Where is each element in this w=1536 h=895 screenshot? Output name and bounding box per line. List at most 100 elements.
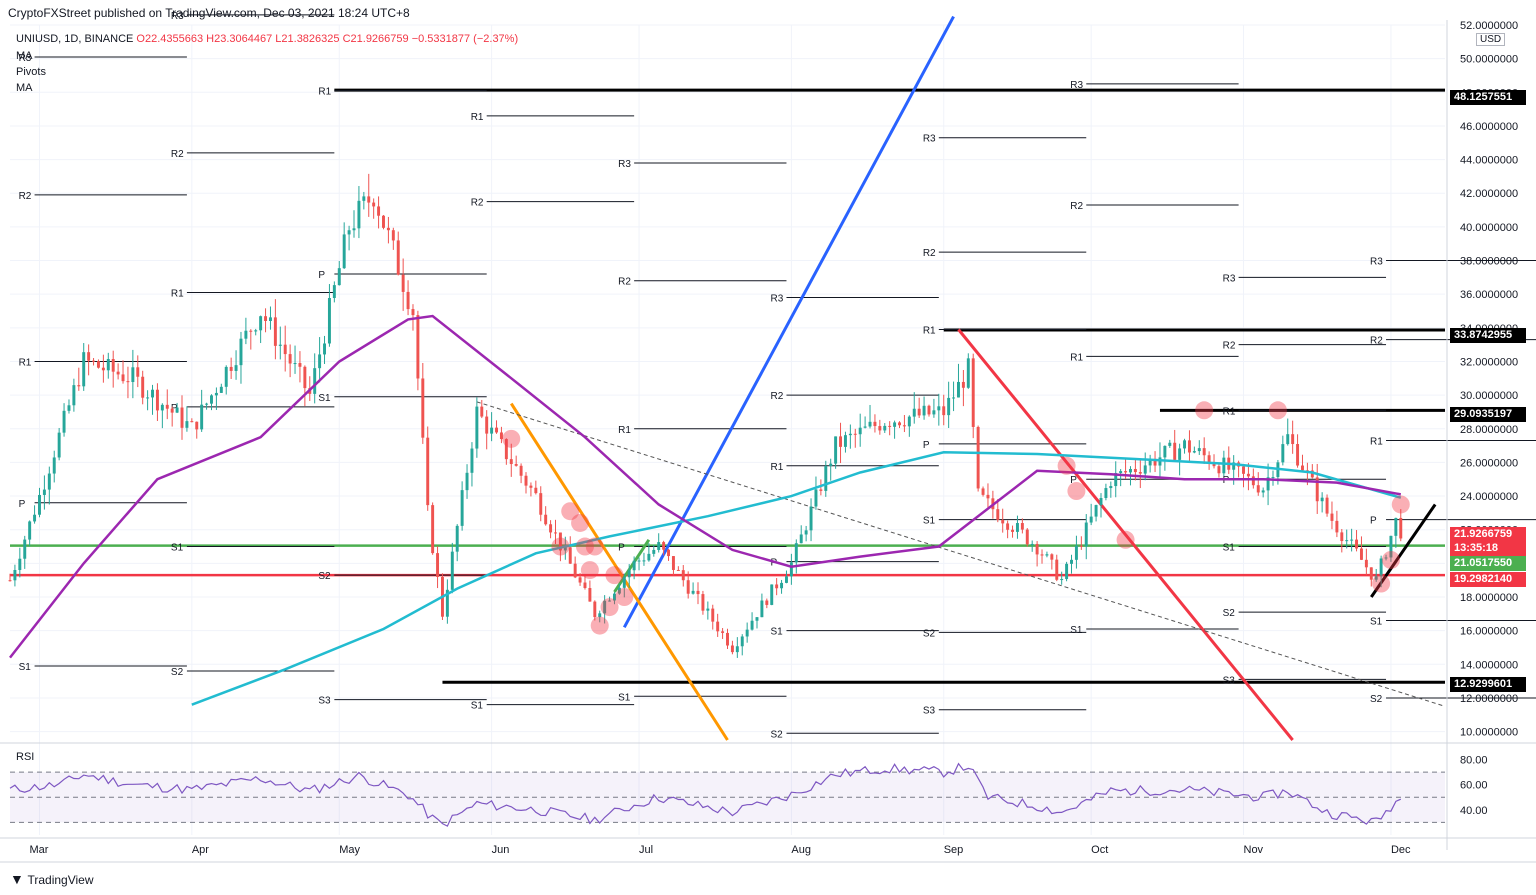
candle-body xyxy=(568,547,572,564)
candle-body xyxy=(981,488,985,495)
candle-body xyxy=(534,487,538,494)
month-label: Oct xyxy=(1091,844,1108,856)
candle-body xyxy=(893,422,897,427)
candle-body xyxy=(303,366,307,389)
ohlc-change: −0.5331877 (−2.37%) xyxy=(411,33,519,45)
candle-body xyxy=(210,395,213,404)
candle-body xyxy=(126,381,130,383)
candle-body xyxy=(1099,497,1103,506)
candle-body xyxy=(819,489,823,491)
highlight-point xyxy=(551,537,570,556)
footer-brand: TradingView xyxy=(27,873,94,887)
candle-body xyxy=(765,600,769,605)
highlight-point xyxy=(1372,574,1391,593)
pivot-label: S1 xyxy=(923,516,936,527)
price-tick-label: 52.0000000 xyxy=(1460,20,1518,32)
price-tick-label: 16.0000000 xyxy=(1460,626,1518,638)
candle-body xyxy=(863,426,867,428)
month-label: Dec xyxy=(1391,844,1411,856)
highlight-point xyxy=(1195,401,1214,420)
candle-body xyxy=(1015,523,1019,532)
candle-body xyxy=(141,376,145,398)
candle-body xyxy=(151,389,154,398)
highlight-point xyxy=(590,616,609,635)
candle-body xyxy=(136,367,140,377)
candle-body xyxy=(1345,540,1349,542)
pivot-label: R3 xyxy=(1370,257,1383,268)
candle-body xyxy=(1104,488,1108,498)
price-tick-label: 40.0000000 xyxy=(1460,222,1518,234)
candle-body xyxy=(957,381,960,398)
candle-body xyxy=(1374,576,1378,580)
candle-body xyxy=(219,386,223,393)
candle-body xyxy=(721,631,725,633)
candle-body xyxy=(1202,448,1206,456)
candle-body xyxy=(352,228,356,231)
candle-body xyxy=(961,381,965,388)
pivot-label: S2 xyxy=(770,729,783,740)
pivot-label: R2 xyxy=(1370,336,1383,347)
pivot-label: R2 xyxy=(1070,201,1083,212)
pivot-label: R1 xyxy=(1370,437,1383,448)
candle-body xyxy=(519,465,523,476)
candle-body xyxy=(470,448,474,473)
month-label: Sep xyxy=(944,844,964,856)
candle-body xyxy=(318,354,322,369)
ohlc-open: O22.4355663 xyxy=(136,33,204,45)
indicator-pivots[interactable]: Pivots xyxy=(16,66,46,78)
candle-body xyxy=(1025,529,1029,545)
highlight-point xyxy=(580,561,599,580)
pivot-label: P xyxy=(318,270,325,281)
candle-body xyxy=(1340,532,1344,542)
pivot-label: P xyxy=(19,499,26,510)
candle-body xyxy=(190,421,194,423)
candle-body xyxy=(730,645,734,653)
price-tick-label: 38.0000000 xyxy=(1460,256,1518,268)
trendline xyxy=(613,538,651,593)
candle-body xyxy=(170,408,174,413)
pivot-label: R1 xyxy=(1223,406,1236,417)
ohlc-close: C21.9266759 xyxy=(342,33,409,45)
symbol-line: UNIUSD, 1D, BINANCE O22.4355663 H23.3064… xyxy=(16,33,518,45)
pivot-label: S2 xyxy=(1223,608,1236,619)
candle-body xyxy=(1143,465,1147,474)
candle-body xyxy=(657,542,661,550)
indicator-ma-2[interactable]: MA xyxy=(16,82,33,94)
price-label-21: 21.0517550 xyxy=(1450,556,1526,571)
tradingview-footer[interactable]: ▼ TradingView xyxy=(10,871,94,887)
candle-body xyxy=(268,317,272,321)
price-tick-label: 24.0000000 xyxy=(1460,491,1518,503)
candle-body xyxy=(622,577,626,588)
candle-body xyxy=(293,363,297,365)
candle-body xyxy=(224,366,228,387)
candle-body xyxy=(96,361,100,368)
candle-body xyxy=(57,432,61,458)
candle-body xyxy=(617,587,621,594)
currency-badge[interactable]: USD xyxy=(1476,33,1506,46)
candle-body xyxy=(539,493,543,515)
candle-body xyxy=(205,403,209,405)
candle-body xyxy=(288,354,292,364)
candle-body xyxy=(922,405,926,416)
candle-body xyxy=(313,368,317,394)
pivot-label: R1 xyxy=(923,326,936,337)
candle-body xyxy=(966,358,970,388)
candle-body xyxy=(554,532,557,534)
highlight-point xyxy=(1067,482,1086,501)
candle-body xyxy=(952,397,956,399)
indicator-ma-1[interactable]: MA xyxy=(16,50,33,62)
symbol: UNIUSD, 1D, BINANCE xyxy=(16,33,134,45)
price-tick-label: 50.0000000 xyxy=(1460,54,1518,66)
highlight-point xyxy=(575,537,594,556)
candle-body xyxy=(332,285,336,299)
candle-body xyxy=(1364,559,1368,568)
candle-body xyxy=(888,425,892,427)
candle-body xyxy=(28,521,32,540)
candle-body xyxy=(323,343,326,355)
pivot-label: R3 xyxy=(770,294,783,305)
pivot-label: S1 xyxy=(171,543,184,554)
pivot-label: R1 xyxy=(1070,352,1083,363)
candle-body xyxy=(1040,554,1044,556)
candle-body xyxy=(1187,440,1191,453)
